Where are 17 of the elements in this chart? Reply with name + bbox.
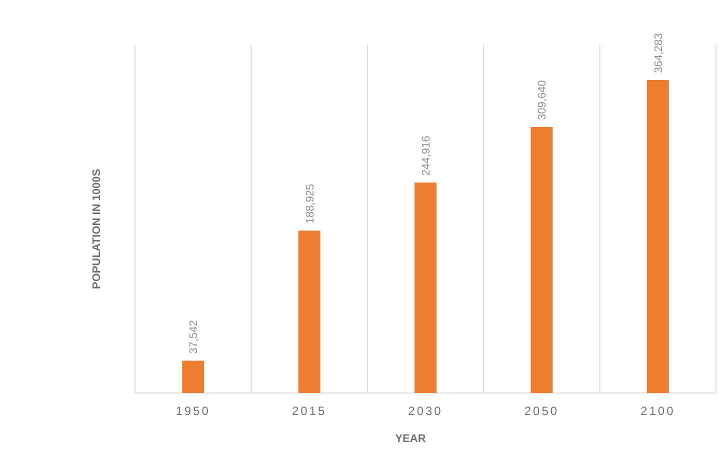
bar	[414, 182, 436, 393]
x-tick-label: 2050	[524, 404, 560, 418]
x-tick-label: 1950	[176, 404, 210, 418]
data-label: 244,916	[420, 136, 432, 176]
data-label: 37,542	[188, 320, 200, 354]
x-axis-title: YEAR	[395, 433, 426, 445]
x-tick-label: 2030	[408, 404, 443, 418]
data-label: 188,925	[304, 184, 316, 224]
bar	[530, 126, 553, 393]
bar	[182, 360, 204, 393]
data-label: 309,640	[536, 80, 549, 120]
data-label: 364,283	[652, 33, 665, 73]
bar	[298, 230, 320, 393]
x-tick-label: 2100	[640, 404, 676, 418]
bar	[646, 80, 669, 393]
y-axis-title: POPULATION IN 1000S	[91, 168, 103, 290]
x-tick-label: 2015	[292, 404, 327, 418]
